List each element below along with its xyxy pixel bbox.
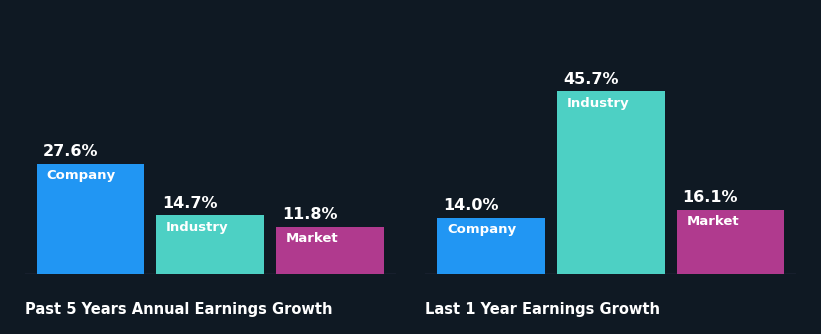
- Text: 14.7%: 14.7%: [163, 196, 218, 210]
- Text: Industry: Industry: [166, 220, 228, 233]
- Text: Market: Market: [286, 232, 338, 245]
- Text: Company: Company: [447, 223, 516, 236]
- Text: 27.6%: 27.6%: [43, 144, 98, 159]
- Bar: [276, 227, 383, 274]
- Bar: [677, 209, 784, 274]
- Bar: [438, 218, 545, 274]
- Text: Industry: Industry: [566, 97, 629, 110]
- Text: 14.0%: 14.0%: [443, 198, 499, 213]
- Text: Past 5 Years Annual Earnings Growth: Past 5 Years Annual Earnings Growth: [25, 302, 333, 317]
- Text: Last 1 Year Earnings Growth: Last 1 Year Earnings Growth: [425, 302, 660, 317]
- Bar: [557, 91, 665, 274]
- Text: 16.1%: 16.1%: [683, 190, 738, 205]
- Bar: [156, 215, 264, 274]
- Bar: [37, 164, 144, 274]
- Text: Market: Market: [686, 215, 739, 228]
- Text: 45.7%: 45.7%: [563, 72, 618, 87]
- Text: Company: Company: [46, 169, 115, 182]
- Text: 11.8%: 11.8%: [282, 207, 337, 222]
